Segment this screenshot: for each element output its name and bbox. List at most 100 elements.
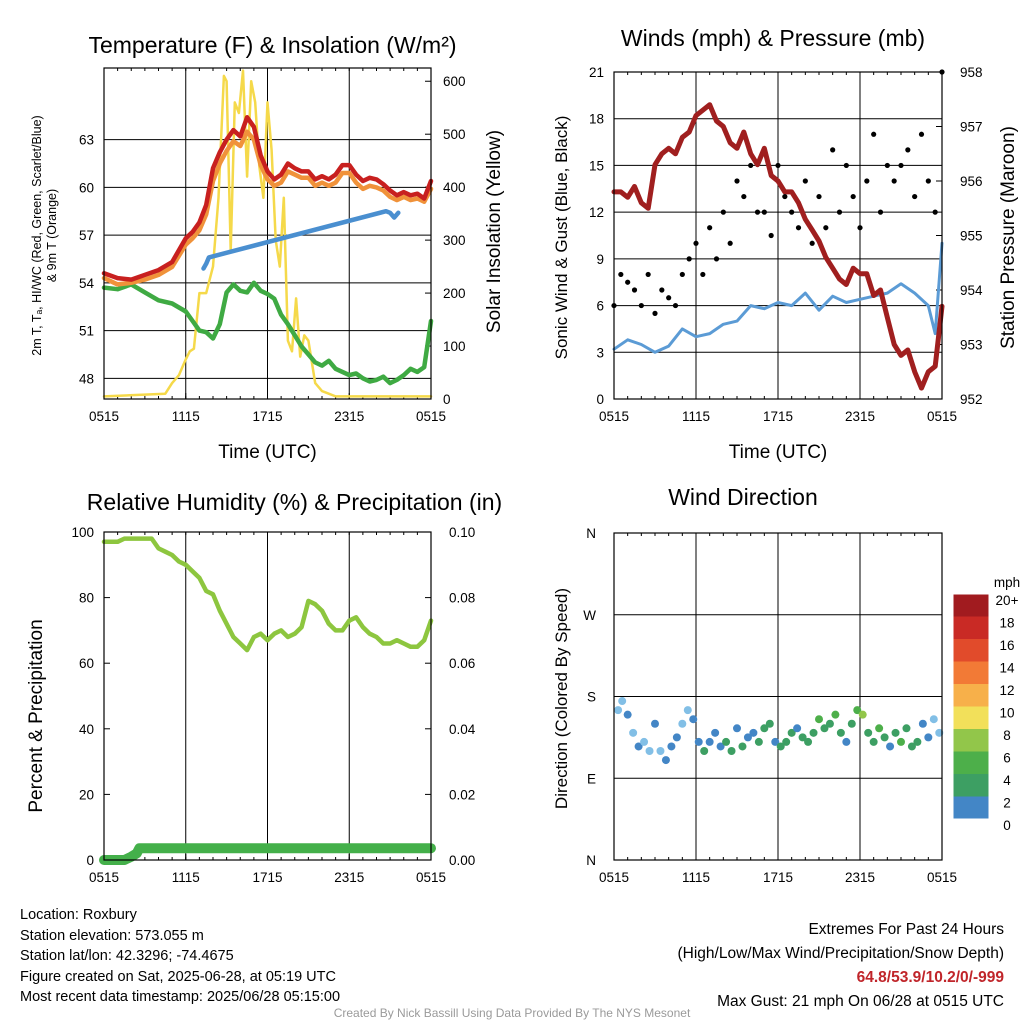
wind-y2-tick-label: 953 <box>960 338 983 353</box>
wind-gust-point <box>659 287 665 293</box>
rh-x-tick-label: 0515 <box>89 870 119 885</box>
dir-point <box>897 737 905 746</box>
temp-y2-tick-label: 0 <box>443 392 451 407</box>
wind-gust-point <box>748 162 754 169</box>
dir-point <box>727 747 736 755</box>
dir-point <box>656 747 665 755</box>
wind-gust-point <box>898 162 904 169</box>
rh-x-tick-label: 1715 <box>252 870 282 885</box>
created-text: Figure created on Sat, 2025-06-28, at 05… <box>20 968 336 985</box>
wind-gust-point <box>666 295 672 301</box>
colorbar-swatch <box>953 774 989 797</box>
dir-point <box>760 724 769 733</box>
dir-point <box>831 710 840 719</box>
wind-gust-point <box>741 193 747 200</box>
rh-y2-tick-label: 0.08 <box>449 591 475 606</box>
dir-point <box>711 728 720 737</box>
wind-x-tick-label: 1715 <box>763 409 793 424</box>
dir-point <box>935 728 944 737</box>
colorbar-swatch <box>953 639 989 662</box>
dir-point <box>678 719 687 728</box>
rh-y2-tick-label: 0.00 <box>449 853 475 868</box>
temp-y2-tick-label: 100 <box>443 339 466 354</box>
rh-y-tick-label: 0 <box>86 853 94 868</box>
dir-point <box>858 710 867 719</box>
wind-y2-tick-label: 957 <box>960 120 983 135</box>
wind-y2-axis-label: Station Pressure (Maroon) <box>998 126 1019 349</box>
dir-point <box>793 724 802 733</box>
dir-point <box>689 715 698 724</box>
colorbar-swatch <box>953 729 989 752</box>
wind-gust-point <box>802 178 808 184</box>
extremes-info: Extremes For Past 24 Hours (High/Low/Max… <box>678 918 1005 1014</box>
dir-point <box>798 733 807 742</box>
rh-x-tick-label: 2315 <box>334 870 364 885</box>
wind-gust-point <box>925 178 931 184</box>
dir-point <box>771 737 780 746</box>
temp-y-tick-label: 48 <box>79 371 94 386</box>
wind-gust-point <box>707 225 713 231</box>
temp-y-tick-label: 54 <box>79 276 95 291</box>
temp-y-tick-label: 57 <box>79 228 94 243</box>
dir-point <box>661 756 670 765</box>
temp-y2-tick-label: 400 <box>443 180 466 195</box>
temp-x-tick-label: 0515 <box>416 409 446 424</box>
colorbar-label: 2 <box>1003 796 1011 811</box>
dir-point <box>875 724 884 733</box>
temp-y2-tick-label: 600 <box>443 74 466 89</box>
dir-point <box>842 737 851 746</box>
colorbar-label: 0 <box>1003 818 1011 833</box>
extremes-values: 64.8/53.9/10.2/0/-999 <box>856 969 1004 986</box>
wind-y-tick-label: 9 <box>596 252 604 267</box>
dir-point <box>651 719 659 728</box>
colorbar-border <box>952 593 990 820</box>
wind-x-tick-label: 1115 <box>682 409 710 424</box>
extremes-title: Extremes For Past 24 Hours <box>808 921 1004 938</box>
temp-frame <box>103 67 432 400</box>
temp-x-tick-label: 2315 <box>334 409 364 424</box>
temp-x-tick-label: 0515 <box>89 409 119 424</box>
max-gust-text: Max Gust: 21 mph On 06/28 at 0515 UTC <box>717 993 1004 1010</box>
dir-x-tick-label: 0515 <box>599 870 629 885</box>
wind-frame <box>613 71 943 400</box>
rh-y-axis-label: Percent & Precipitation <box>26 619 47 812</box>
temp-series-solar <box>102 69 433 398</box>
wind-gust-point <box>754 209 761 215</box>
colorbar-swatch <box>953 661 989 684</box>
dir-point <box>815 715 823 724</box>
wind-x-tick-label: 0515 <box>927 409 957 424</box>
dir-point <box>853 706 862 715</box>
wind-y-tick-label: 12 <box>589 205 604 220</box>
dir-point <box>645 747 654 755</box>
colorbar-swatch <box>953 796 989 819</box>
dir-point <box>891 728 900 737</box>
wind-gust-point <box>768 232 774 239</box>
dir-point <box>694 737 703 746</box>
wind-y2-tick-label: 956 <box>960 174 983 189</box>
rh-y2-tick-label: 0.04 <box>449 722 476 737</box>
dir-frame <box>613 532 943 861</box>
wind-gust-point <box>686 256 692 262</box>
wind-gust-point <box>789 209 795 215</box>
rh-y-tick-label: 60 <box>79 656 94 671</box>
dir-point <box>623 710 632 719</box>
extremes-subtitle: (High/Low/Max Wind/Precipitation/Snow De… <box>677 945 1005 962</box>
dir-point <box>907 742 916 751</box>
wind-gust-point <box>672 302 679 309</box>
rh-panel: 0515 1115 1715 2315 0515 0 20 40 60 80 100 0.00 0.02… <box>26 489 502 885</box>
dir-point <box>667 742 676 751</box>
dir-point <box>929 715 938 724</box>
dir-point <box>614 706 623 715</box>
wind-panel: 0515 1115 1715 2315 0515 0 3 6 9 12 15 18 21 952 953 95… <box>552 25 1019 463</box>
rh-y-tick-label: 40 <box>79 722 94 737</box>
dir-point <box>918 719 927 728</box>
wind-gust-point <box>905 147 911 153</box>
wind-gust-point <box>631 287 638 293</box>
dir-point <box>809 728 818 737</box>
dir-point <box>733 724 741 733</box>
temp-series-heat_index <box>201 208 401 271</box>
wind-gust-point <box>761 209 767 215</box>
dir-point <box>913 737 922 746</box>
